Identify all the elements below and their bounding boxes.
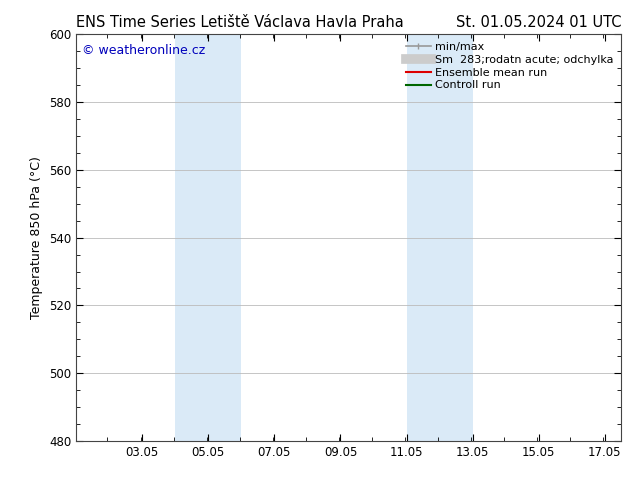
Text: © weatheronline.cz: © weatheronline.cz bbox=[82, 45, 205, 57]
Bar bbox=[175, 34, 242, 441]
Y-axis label: Temperature 850 hPa (°C): Temperature 850 hPa (°C) bbox=[30, 156, 43, 319]
Text: St. 01.05.2024 01 UTC: St. 01.05.2024 01 UTC bbox=[456, 15, 621, 30]
Bar bbox=[406, 34, 472, 441]
Text: ENS Time Series Letiště Václava Havla Praha: ENS Time Series Letiště Václava Havla Pr… bbox=[76, 15, 404, 30]
Legend: min/max, Sm  283;rodatn acute; odchylka, Ensemble mean run, Controll run: min/max, Sm 283;rodatn acute; odchylka, … bbox=[404, 40, 616, 93]
